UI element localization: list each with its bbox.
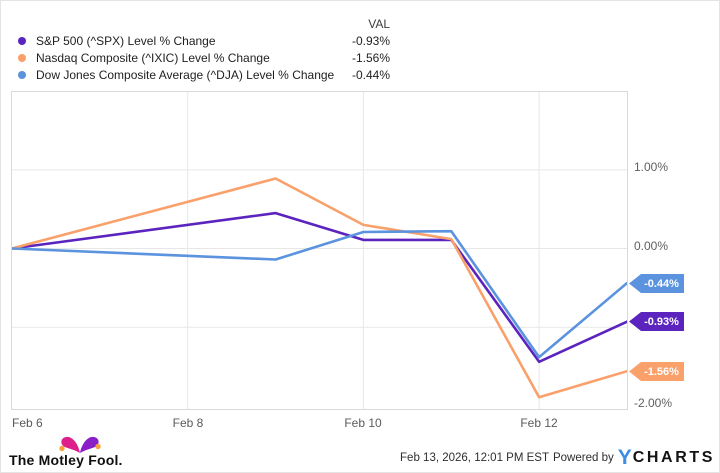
series-line-2 [12,229,627,359]
legend-val-header: VAL [368,16,390,31]
series-dot-dja [18,70,26,79]
series-dot-ixic [18,53,26,62]
series-value-ixic: -1.56% [351,50,390,65]
series-value-dja: -0.44% [351,67,390,82]
x-axis-tick: Feb 12 [520,416,558,430]
plot-canvas [12,92,627,409]
motley-fool-jester-hat-icon [59,436,101,453]
ycharts-logo-y: Y [617,446,632,469]
series-line-0 [12,211,627,364]
value-tag: -0.44% [629,274,684,293]
legend-row-ixic: Nasdaq Composite (^IXIC) Level % Change … [13,49,390,66]
timestamp: Feb 13, 2026, 12:01 PM EST [400,452,549,464]
legend: VAL S&P 500 (^SPX) Level % Change -0.93%… [13,15,390,83]
x-axis-tick: Feb 10 [344,416,382,430]
series-dot-spx [18,36,26,45]
y-axis-tick: 0.00% [634,239,669,253]
series-label-dja: Dow Jones Composite Average (^DJA) Level… [36,67,335,82]
footer-attribution: Feb 13, 2026, 12:01 PM EST Powered by Y … [400,447,715,469]
legend-row-dja: Dow Jones Composite Average (^DJA) Level… [13,66,390,83]
x-axis-tick: Feb 8 [172,416,204,430]
value-tag: -1.56% [629,362,684,381]
series-line-1 [12,177,627,399]
ycharts-logo-text: CHARTS [632,449,715,466]
plot-area [11,91,628,410]
series-label-spx: S&P 500 (^SPX) Level % Change [36,33,216,48]
value-tag: -0.93% [629,312,684,331]
powered-by-label: Powered by [552,452,614,464]
legend-row-spx: S&P 500 (^SPX) Level % Change -0.93% [13,32,390,49]
x-axis-tick: Feb 6 [12,416,43,430]
y-axis-tick: 1.00% [634,160,669,174]
motley-fool-wordmark: The Motley Fool. [9,452,123,468]
series-label-ixic: Nasdaq Composite (^IXIC) Level % Change [36,50,270,65]
series-value-spx: -0.93% [351,33,390,48]
y-axis-tick: -2.00% [634,396,673,410]
